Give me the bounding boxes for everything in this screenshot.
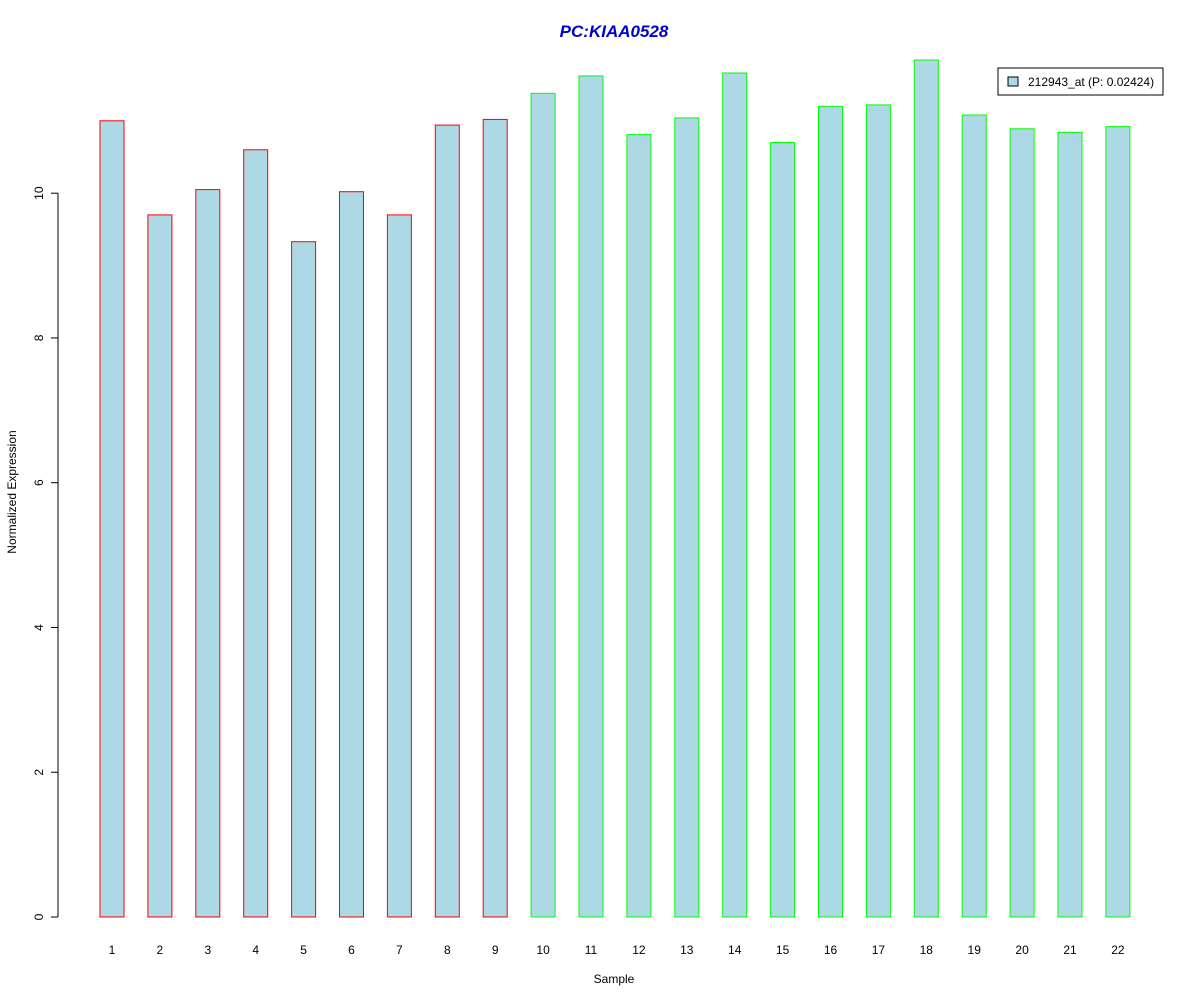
bar-sample-15	[770, 142, 796, 918]
x-tick-label: 18	[920, 943, 934, 957]
bar-sample-22	[1105, 126, 1131, 918]
bar-sample-12	[626, 134, 652, 918]
x-tick-label: 9	[492, 943, 499, 957]
legend-swatch	[1007, 76, 1019, 87]
bar-sample-3	[195, 189, 221, 918]
chart-title: PC:KIAA0528	[560, 22, 669, 41]
bar-sample-10	[530, 92, 556, 918]
bar-sample-21	[1057, 131, 1083, 918]
x-tick-label: 6	[348, 943, 355, 957]
bar-sample-4	[243, 149, 269, 918]
bar-sample-9	[482, 118, 508, 918]
x-tick-label: 2	[157, 943, 164, 957]
bar-sample-19	[961, 114, 987, 918]
legend: 212943_at (P: 0.02424)	[997, 67, 1164, 96]
y-tick-label: 0	[32, 913, 46, 920]
y-tick-label: 4	[32, 624, 46, 631]
bar-sample-5	[291, 241, 317, 918]
x-tick-label: 11	[585, 943, 598, 957]
x-tick-labels: 1 2 3 4 5 6 7 8 9 10 11 12 13 14 15 16 17 18 19 20 21 22	[109, 943, 1125, 957]
x-tick-label: 1	[109, 943, 116, 957]
x-tick-label: 20	[1015, 943, 1029, 957]
legend-label: 212943_at (P: 0.02424)	[1028, 75, 1154, 89]
bar-sample-17	[865, 104, 891, 918]
x-tick-label: 12	[632, 943, 646, 957]
bar-sample-20	[1009, 128, 1035, 918]
x-tick-label: 3	[204, 943, 211, 957]
x-tick-label: 15	[776, 943, 790, 957]
bar-sample-8	[434, 124, 460, 918]
bar-sample-18	[913, 59, 939, 918]
bars-group	[99, 59, 1131, 918]
x-tick-label: 10	[536, 943, 550, 957]
bar-sample-16	[818, 105, 843, 918]
bar-sample-2	[147, 214, 173, 918]
x-tick-label: 19	[968, 943, 982, 957]
bar-sample-11	[578, 75, 604, 918]
y-tick-label: 6	[32, 479, 46, 486]
x-axis-label: Sample	[594, 972, 635, 986]
x-tick-label: 8	[444, 943, 451, 957]
x-tick-label: 16	[824, 943, 838, 957]
x-tick-label: 13	[680, 943, 694, 957]
x-tick-label: 17	[872, 943, 886, 957]
y-axis-label: Normalized Expression	[5, 430, 19, 553]
legend-box	[997, 67, 1164, 96]
bar-sample-14	[722, 72, 748, 918]
bar-sample-13	[674, 117, 700, 918]
y-tick-label: 2	[32, 769, 46, 776]
y-tick-label: 8	[32, 334, 46, 341]
bar-sample-6	[339, 191, 364, 918]
x-tick-label: 21	[1063, 943, 1077, 957]
x-tick-label: 4	[252, 943, 259, 957]
x-tick-label: 14	[728, 943, 742, 957]
x-tick-label: 7	[396, 943, 403, 957]
bar-sample-7	[386, 214, 412, 918]
x-tick-label: 22	[1111, 943, 1125, 957]
bar-sample-1	[99, 120, 125, 918]
y-tick-label: 10	[32, 186, 46, 200]
x-tick-label: 5	[300, 943, 307, 957]
y-axis: 0 2 4 6 8 10	[32, 186, 59, 920]
